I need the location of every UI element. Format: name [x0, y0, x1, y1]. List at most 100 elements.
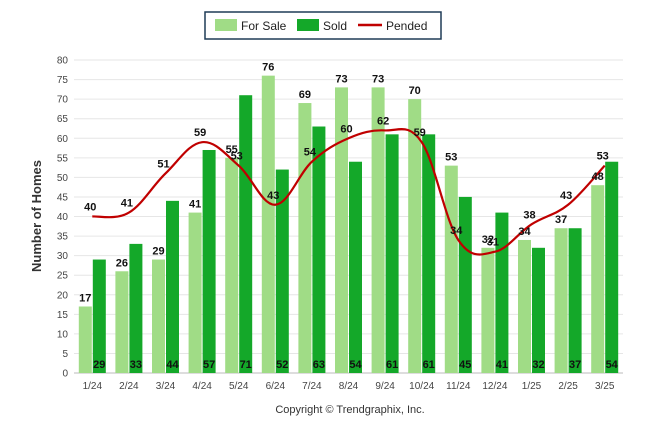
bar-for-sale	[518, 239, 531, 373]
label-sold: 61	[386, 359, 398, 371]
y-tick-label: 80	[57, 56, 69, 67]
bar-sold	[568, 228, 582, 373]
bar-sold	[202, 149, 216, 373]
pended-line	[92, 128, 606, 256]
bar-for-sale	[408, 99, 422, 373]
label-for-sale: 73	[335, 73, 347, 85]
bar-for-sale	[298, 103, 312, 373]
bar-sold	[239, 95, 253, 374]
x-tick-label: 3/24	[156, 381, 176, 392]
legend-label-pended: Pended	[386, 19, 427, 33]
label-pended: 43	[267, 190, 279, 202]
y-axis: 0 5 10 15 20 25 30 35 40 45 50 55 60 65 70 75 80	[57, 56, 623, 380]
x-tick-label: 6/24	[266, 381, 286, 392]
legend-swatch-sold	[297, 19, 319, 31]
bar-for-sale	[335, 87, 348, 373]
label-pended: 54	[304, 147, 317, 159]
y-tick-label: 30	[57, 251, 69, 262]
y-tick-label: 55	[57, 153, 69, 164]
label-sold: 52	[276, 359, 288, 371]
legend-label-for-sale: For Sale	[241, 19, 287, 33]
y-tick-label: 0	[62, 369, 68, 380]
label-for-sale: 73	[372, 73, 384, 85]
y-tick-label: 75	[57, 75, 69, 86]
label-pended: 31	[487, 237, 499, 249]
y-tick-label: 5	[62, 349, 68, 360]
bar-sold	[385, 134, 399, 373]
bar-for-sale	[481, 247, 495, 373]
label-for-sale: 69	[299, 89, 311, 101]
legend: For Sale Sold Pended	[204, 11, 442, 40]
label-sold: 32	[532, 359, 544, 371]
label-pended: 51	[157, 158, 169, 170]
y-tick-label: 10	[57, 329, 69, 340]
bar-for-sale	[371, 87, 385, 373]
label-for-sale: 70	[409, 85, 421, 97]
label-pended: 59	[414, 127, 426, 139]
label-sold: 37	[569, 359, 581, 371]
label-sold: 71	[240, 359, 252, 371]
label-pended: 53	[231, 151, 243, 163]
x-axis: 1/24 2/24 3/24 4/24 5/24 6/24 7/24 8/24 9/24 10/2…	[83, 381, 615, 392]
label-sold: 45	[459, 359, 471, 371]
bar-for-sale	[591, 185, 605, 373]
label-for-sale: 55	[226, 144, 238, 156]
y-tick-label: 25	[57, 271, 69, 282]
label-sold: 44	[166, 359, 179, 371]
x-tick-label: 4/24	[192, 381, 212, 392]
bar-sold	[275, 169, 289, 373]
label-pended: 41	[121, 198, 133, 210]
y-tick-label: 45	[57, 192, 69, 203]
bar-sold	[349, 161, 362, 373]
label-sold: 63	[313, 359, 325, 371]
label-pended: 38	[523, 209, 535, 221]
label-pended: 53	[597, 151, 609, 163]
label-for-sale: 48	[592, 171, 604, 183]
label-for-sale: 29	[152, 246, 164, 258]
y-axis-label: Number of Homes	[29, 160, 44, 272]
label-pended: 43	[560, 190, 572, 202]
label-pended: 34	[450, 225, 463, 237]
legend-swatch-for-sale	[215, 19, 237, 31]
bar-for-sale	[261, 75, 275, 374]
x-tick-label: 2/25	[558, 381, 578, 392]
label-sold: 54	[349, 359, 362, 371]
bars	[78, 75, 619, 374]
label-for-sale: 34	[518, 226, 531, 238]
x-tick-label: 2/24	[119, 381, 139, 392]
bar-for-sale	[152, 259, 165, 373]
bar-for-sale	[188, 212, 202, 373]
x-tick-label: 10/24	[409, 381, 434, 392]
label-sold: 33	[130, 359, 142, 371]
legend-label-sold: Sold	[323, 19, 347, 33]
y-tick-label: 70	[57, 95, 69, 106]
legend-box	[204, 11, 442, 40]
x-tick-label: 12/24	[482, 381, 507, 392]
label-pended: 59	[194, 127, 206, 139]
label-for-sale: 32	[482, 234, 494, 246]
label-for-sale: 17	[79, 292, 91, 304]
label-sold: 41	[496, 359, 508, 371]
x-tick-label: 7/24	[302, 381, 322, 392]
bar-sold	[312, 126, 326, 373]
y-tick-label: 35	[57, 232, 69, 243]
label-for-sale: 76	[262, 62, 274, 74]
bar-for-sale	[444, 165, 458, 373]
x-tick-label: 9/24	[375, 381, 395, 392]
bar-for-sale	[115, 271, 129, 373]
x-tick-label: 11/24	[446, 381, 471, 392]
y-tick-label: 20	[57, 290, 69, 301]
label-pended: 60	[340, 123, 352, 135]
bar-for-sale	[225, 157, 239, 373]
label-for-sale: 53	[445, 152, 457, 164]
x-tick-label: 3/25	[595, 381, 615, 392]
y-tick-label: 65	[57, 114, 69, 125]
label-for-sale: 37	[555, 214, 567, 226]
bar-sold	[129, 243, 143, 373]
y-tick-label: 50	[57, 173, 69, 184]
bar-sold	[422, 134, 436, 373]
label-sold: 57	[203, 359, 215, 371]
label-for-sale: 26	[116, 257, 128, 269]
label-sold: 61	[423, 359, 435, 371]
